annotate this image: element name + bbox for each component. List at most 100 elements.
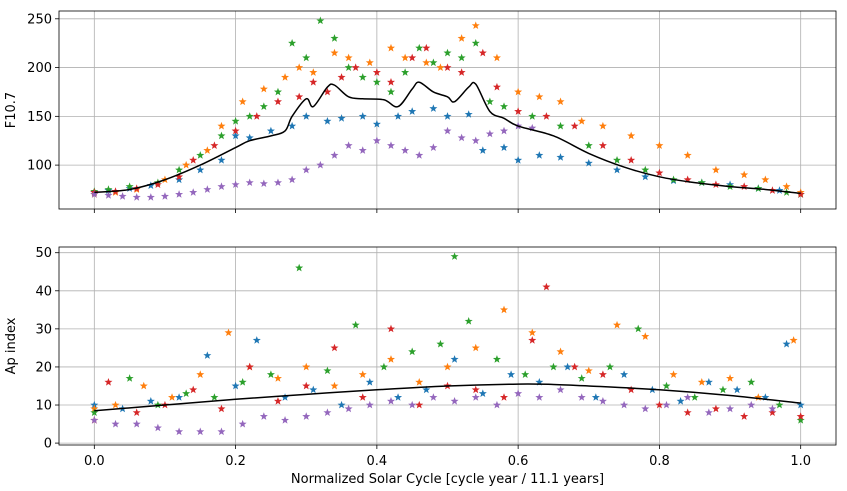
f107-series-3-point <box>351 63 360 71</box>
f107-series-4-point <box>457 133 466 142</box>
ap-series-3-point <box>415 400 424 409</box>
ap-series-2-point <box>295 263 304 272</box>
ap-series-4-point <box>196 427 205 436</box>
ap-series-4-point <box>365 400 374 409</box>
f107-y-tick-label: 200 <box>27 61 52 76</box>
ap-series-2-point <box>634 324 643 333</box>
ap-series-1-point <box>387 355 395 363</box>
ap-series-1-point <box>415 377 424 386</box>
ap-series-0-point <box>507 370 516 378</box>
f107-series-4-point <box>259 179 268 188</box>
ap-series-4-point <box>132 419 141 428</box>
ap-series-2-point <box>125 374 134 382</box>
f107-series-2-point <box>259 102 268 110</box>
f107-series-3-point <box>309 78 318 86</box>
f107-y-tick-label: 250 <box>27 12 52 27</box>
ap-series-2-point <box>153 400 162 409</box>
ap-y-tick-label: 10 <box>35 399 52 414</box>
ap-series-0-point <box>761 393 770 401</box>
f107-series-2-point <box>344 63 353 71</box>
ap-series-2-point <box>796 416 805 424</box>
f107-series-2-point <box>584 141 593 149</box>
ap-y-tick-label: 30 <box>35 322 52 337</box>
f107-series-2-point <box>387 87 395 96</box>
ap-series-2-point <box>450 252 459 260</box>
f107-series-1-point <box>492 53 501 62</box>
ap-series-0-point <box>394 393 403 401</box>
ap-series-4-point <box>238 419 247 428</box>
ap-ticks: 0.0 0.2 0.4 0.6 0.8 1.0 0 10 20 30 40 50 <box>35 246 811 469</box>
f107-series-2-point <box>231 117 240 125</box>
f107-series-0-point <box>613 165 622 174</box>
f107-series-1-point <box>238 97 247 106</box>
ap-series-0-point <box>676 397 685 405</box>
ap-y-tick-label: 40 <box>35 284 52 299</box>
f107-series-4-point <box>358 146 367 154</box>
f107-series-3-point <box>711 180 720 189</box>
ap-series-2-point <box>747 377 756 386</box>
f107-series-0-point <box>175 175 184 184</box>
f107-series-1-point <box>577 117 586 125</box>
f107-series-2-point <box>273 87 282 96</box>
f107-series-4-point <box>132 193 141 201</box>
f107-series-3-point <box>408 53 417 62</box>
f107-series-1-point <box>330 48 339 57</box>
ap-series-0-point <box>203 351 212 359</box>
f107-series-4-point <box>415 151 424 159</box>
f107-y-tick-label: 100 <box>27 159 52 174</box>
f107-series-2-point <box>556 121 565 130</box>
ap-series-2-point <box>351 320 360 329</box>
f107-series-3-point <box>655 168 664 177</box>
ap-series-1-point <box>754 393 763 401</box>
f107-series-4-point <box>344 141 353 149</box>
ap-series-3-point <box>245 362 254 371</box>
f107-series-3-point <box>478 48 487 57</box>
ap-series-2-point <box>210 393 219 401</box>
f107-series-2-point <box>697 178 706 187</box>
ap-y-tick-label: 50 <box>35 246 52 261</box>
ap-series-1-point <box>358 370 367 378</box>
f107-series-1-point <box>436 63 445 71</box>
f107-series-3-point <box>422 43 431 52</box>
f107-series-0-point <box>372 119 381 128</box>
ap-mean-curve-group <box>94 383 801 412</box>
f107-series-4-point <box>160 192 169 200</box>
ap-series-4-point <box>471 393 480 401</box>
ap-x-tick-label: 1.0 <box>790 454 811 469</box>
ap-series-4-point <box>535 393 544 401</box>
ap-series-4-point <box>577 393 586 401</box>
ap-series-1-point <box>556 347 565 356</box>
ap-series-4-point <box>429 393 438 401</box>
f107-series-1-point <box>457 34 466 42</box>
ap-series-0-point <box>450 355 459 363</box>
f107-grid <box>59 11 836 209</box>
f107-series-2-point <box>457 53 466 62</box>
ap-series-2-point <box>436 339 445 348</box>
ap-series-1-point <box>139 381 148 390</box>
ap-series-2-point <box>577 374 586 382</box>
ap-series-0-point <box>281 393 290 401</box>
ap-series-2-point <box>662 381 671 390</box>
f107-series-1-point <box>627 131 636 140</box>
f107-series-2-point <box>358 73 367 81</box>
f107-series-2-point <box>175 165 184 174</box>
f107-series-0-point <box>231 131 240 140</box>
ap-grid <box>59 247 836 445</box>
ap-x-tick-label: 0.0 <box>84 454 105 469</box>
ap-series-4-point <box>302 412 311 420</box>
ap-series-1-point <box>224 328 233 337</box>
ap-series-1-point <box>273 374 282 382</box>
f107-series-0-point <box>775 186 784 194</box>
f107-series-3-point <box>372 68 381 76</box>
ap-series-4-point <box>492 400 501 409</box>
ap-series-1-point <box>443 362 452 371</box>
ap-series-4-point <box>514 389 523 397</box>
ap-series-0-point <box>252 336 261 344</box>
ap-x-tick-label: 0.6 <box>508 454 529 469</box>
ap-series-0-point <box>535 377 544 386</box>
ap-series-3-point <box>627 385 636 394</box>
f107-series-4-point <box>471 136 480 145</box>
f107-series-2-point <box>415 43 424 52</box>
f107-series-3-point <box>189 156 198 164</box>
